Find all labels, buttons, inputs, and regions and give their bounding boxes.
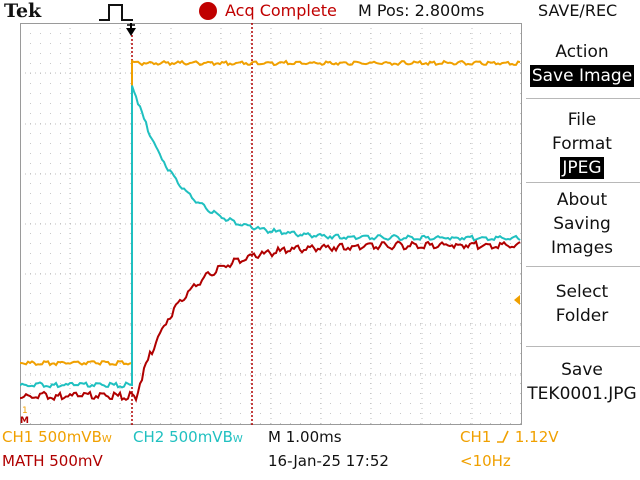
select-folder-label-line1: Select bbox=[555, 282, 609, 302]
rising-slope-icon bbox=[497, 430, 509, 443]
waveform-display: 1 M bbox=[20, 23, 522, 425]
math-scale[interactable]: MATH 500mV bbox=[2, 452, 103, 470]
menu-divider bbox=[526, 266, 640, 267]
trigger-level-marker[interactable] bbox=[514, 295, 520, 305]
date-time: 16-Jan-25 17:52 bbox=[268, 452, 389, 470]
timebase-scale[interactable]: M 1.00ms bbox=[268, 428, 342, 446]
about-label-line3: Images bbox=[550, 238, 614, 258]
about-saving-images-menu-item[interactable]: About Saving Images bbox=[524, 188, 640, 260]
menu-divider bbox=[526, 346, 640, 347]
menu-divider bbox=[526, 182, 640, 183]
rising-edge-pulse-icon bbox=[99, 4, 133, 21]
select-folder-menu-item[interactable]: Select Folder bbox=[524, 280, 640, 328]
channel-ground-markers: 1 M bbox=[20, 406, 29, 425]
trigger-level: 1.12V bbox=[510, 428, 559, 446]
menu-divider bbox=[526, 98, 640, 99]
save-file-menu-item[interactable]: Save TEK0001.JPG bbox=[524, 358, 640, 406]
save-filename: TEK0001.JPG bbox=[527, 384, 637, 404]
bottom-status-bar: CH1 500mVBW CH2 500mVBW M 1.00ms CH1 1.1… bbox=[0, 426, 640, 480]
trigger-position-marker[interactable] bbox=[126, 23, 136, 36]
ch2-scale[interactable]: CH2 500mVBW bbox=[133, 428, 243, 446]
about-label-line1: About bbox=[556, 190, 608, 210]
about-label-line2: Saving bbox=[553, 214, 611, 234]
graticule-border bbox=[20, 23, 522, 425]
ch1-ground-marker: 1 bbox=[22, 406, 28, 416]
acquisition-status: Acq Complete bbox=[225, 1, 337, 20]
action-menu-item[interactable]: Action Save Image bbox=[524, 40, 640, 88]
math-ground-marker: M bbox=[20, 416, 29, 425]
trigger-source: CH1 bbox=[460, 428, 497, 446]
ch1-scale[interactable]: CH1 500mVBW bbox=[2, 428, 112, 446]
action-value: Save Image bbox=[529, 65, 635, 87]
ch1-waveform bbox=[20, 59, 521, 367]
select-folder-label-line2: Folder bbox=[555, 306, 609, 326]
save-recall-menu: Action Save Image File Format JPEG About… bbox=[524, 30, 640, 430]
file-format-label-line2: Format bbox=[552, 134, 612, 154]
trigger-frequency: <10Hz bbox=[460, 452, 511, 470]
action-label: Action bbox=[555, 42, 609, 62]
file-format-value: JPEG bbox=[560, 157, 604, 179]
horizontal-position: M Pos: 2.800ms bbox=[358, 1, 485, 20]
save-label: Save bbox=[561, 360, 603, 380]
graticule-lines bbox=[20, 23, 522, 425]
file-format-menu-item[interactable]: File Format JPEG bbox=[524, 108, 640, 180]
menu-title: SAVE/REC bbox=[538, 1, 618, 20]
top-status-bar: Tek Acq Complete M Pos: 2.800ms SAVE/REC bbox=[0, 0, 640, 22]
acquisition-status-icon bbox=[199, 2, 217, 20]
trigger-readout[interactable]: CH1 1.12V bbox=[460, 428, 559, 446]
brand-logo: Tek bbox=[4, 0, 42, 22]
file-format-label-line1: File bbox=[567, 110, 597, 130]
math-waveform bbox=[20, 239, 521, 403]
ch2-waveform bbox=[20, 85, 521, 389]
